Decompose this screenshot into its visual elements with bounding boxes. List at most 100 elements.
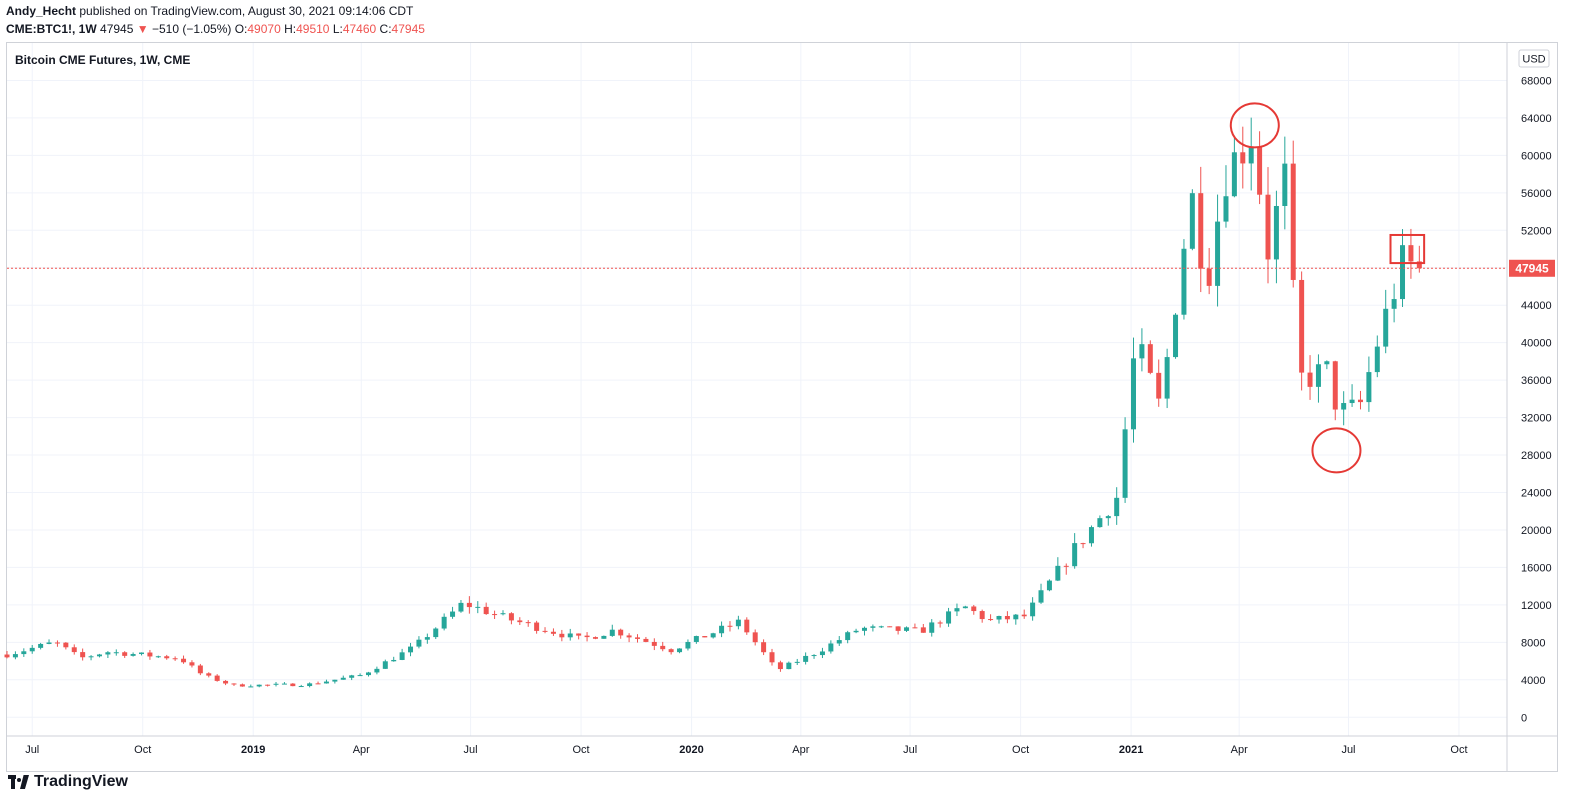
candle-body	[904, 627, 910, 631]
candle-body	[735, 619, 741, 627]
time-tick-label: Oct	[134, 744, 151, 756]
time-tick-label: Jul	[464, 744, 478, 756]
candle-body	[618, 629, 624, 636]
candle	[265, 684, 271, 687]
candle	[391, 656, 397, 662]
chart-frame	[6, 42, 1558, 772]
candle-body	[962, 606, 968, 609]
candle	[1173, 313, 1179, 359]
candle-body	[836, 640, 842, 644]
candle	[12, 651, 18, 660]
candle	[458, 599, 464, 613]
candle	[1265, 167, 1271, 284]
candle	[819, 647, 825, 659]
candle-body	[248, 686, 254, 688]
annotation-rect	[1389, 233, 1426, 265]
candle-body	[752, 632, 758, 643]
candle-body	[1021, 614, 1027, 617]
candle	[1391, 283, 1397, 323]
time-tick-label: Jul	[1341, 744, 1355, 756]
candle	[340, 675, 346, 680]
candle-body	[105, 652, 111, 655]
candle	[365, 671, 371, 677]
candle	[693, 635, 699, 644]
candle-body	[281, 683, 287, 685]
candle	[769, 648, 775, 666]
candle-body	[1400, 245, 1406, 300]
candle-body	[920, 627, 926, 633]
candle	[1349, 384, 1355, 407]
candle	[861, 626, 867, 636]
candle-body	[635, 637, 641, 639]
candles	[4, 117, 1422, 688]
candle	[576, 633, 582, 640]
candle	[223, 680, 229, 686]
candle-body	[181, 658, 187, 663]
last-price-label: 47945	[1515, 261, 1549, 275]
candle	[172, 656, 178, 661]
candle-body	[357, 675, 363, 677]
candle-body	[54, 642, 60, 644]
candle	[290, 683, 296, 687]
candle-body	[340, 677, 346, 680]
candle-body	[256, 684, 262, 687]
tradingview-logo[interactable]: TradingView	[8, 772, 128, 792]
candle	[685, 639, 691, 651]
candle-body	[1332, 361, 1338, 410]
candle	[584, 632, 590, 642]
candle	[382, 659, 388, 669]
time-tick-label: 2020	[679, 744, 703, 756]
down-arrow-icon: ▼	[136, 22, 149, 36]
candle	[550, 628, 556, 636]
candle-body	[576, 633, 582, 636]
candle	[988, 614, 994, 621]
candle	[592, 636, 598, 640]
candle-body	[592, 637, 598, 639]
candle	[38, 642, 44, 650]
candle	[1122, 417, 1128, 503]
candle-body	[1080, 543, 1086, 545]
candle	[912, 623, 918, 629]
candle	[525, 620, 531, 627]
candle-body	[231, 683, 237, 685]
candle	[1088, 525, 1094, 547]
candle-body	[1131, 358, 1137, 430]
candle	[1206, 247, 1212, 295]
time-tick-label: Oct	[572, 744, 589, 756]
candle-body	[988, 619, 994, 621]
candle-body	[130, 654, 136, 656]
candle	[466, 596, 472, 614]
price-tick-label: 20000	[1521, 525, 1552, 537]
candle	[920, 623, 926, 633]
candle-body	[147, 652, 153, 657]
candle-body	[946, 611, 952, 624]
candle	[836, 636, 842, 646]
candle-body	[223, 680, 229, 684]
candle-body	[164, 656, 170, 659]
candle	[500, 610, 506, 616]
candle-body	[878, 626, 884, 628]
candle	[1038, 583, 1044, 604]
candle-body	[1240, 152, 1246, 164]
candle	[962, 605, 968, 609]
annotation-circle	[1311, 427, 1362, 474]
candle	[1240, 126, 1246, 189]
candle-body	[1265, 194, 1271, 260]
candle-body	[819, 651, 825, 656]
author-name[interactable]: Andy_Hecht	[6, 4, 77, 18]
candle-body	[550, 631, 556, 634]
candle	[147, 649, 153, 660]
brand-name: TradingView	[34, 773, 128, 790]
candle-body	[189, 662, 195, 666]
price-tick-label: 12000	[1521, 600, 1552, 612]
candle	[752, 629, 758, 646]
candle	[1105, 514, 1111, 526]
currency-badge[interactable]: USD	[1518, 49, 1550, 68]
candle	[1021, 609, 1027, 619]
price-axis: 0 4000 8000 12000 16000 20000 24000 28000 32000 3…	[1521, 75, 1552, 724]
candle-body	[382, 661, 388, 669]
candle-body	[21, 651, 27, 655]
candle	[164, 654, 170, 660]
candle-body	[870, 626, 876, 628]
